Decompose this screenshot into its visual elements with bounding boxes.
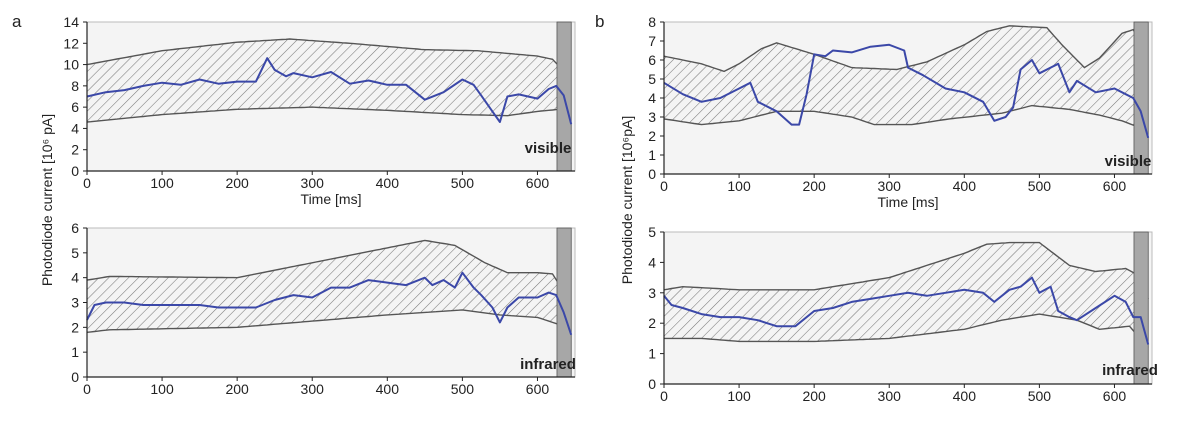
- x-axis-label: Time [ms]: [878, 194, 939, 210]
- band-upper-edge: [663, 241, 1149, 300]
- y-tick-label: 1: [71, 344, 79, 360]
- y-tick-label: 6: [71, 220, 79, 236]
- x-tick-label: 100: [727, 388, 751, 404]
- chart-a-visible: 0 100 200 300 400 500 600 0 2 4 6 8 10 12 14 visible Tim…: [63, 14, 576, 207]
- y-tick-label: 6: [71, 99, 79, 115]
- panel-letter-a: a: [12, 12, 22, 31]
- y-tick-label: 2: [648, 128, 656, 144]
- y-tick-label: 0: [648, 166, 656, 182]
- x-tick-label: 500: [451, 381, 475, 397]
- band-lower-edge: [663, 104, 1146, 140]
- panel-letter-b: b: [595, 12, 604, 31]
- signal-series-line: [86, 57, 573, 125]
- x-tick-label: 0: [660, 178, 668, 194]
- y-tick-label: 12: [63, 35, 79, 51]
- y-tick-label: 1: [648, 346, 656, 362]
- x-axis-label: Time [ms]: [301, 191, 362, 207]
- series-annotation: visible: [525, 140, 572, 157]
- x-tick-label: 300: [301, 175, 325, 191]
- x-tick-label: 500: [451, 175, 475, 191]
- y-tick-label: 2: [71, 319, 79, 335]
- y-tick-label: 2: [648, 315, 656, 331]
- x-tick-label: 400: [376, 175, 400, 191]
- y-tick-label: 0: [648, 376, 656, 392]
- x-tick-label: 600: [1103, 178, 1127, 194]
- tolerance-band: [87, 240, 568, 335]
- y-tick-label: 5: [648, 71, 656, 87]
- y-tick-label: 5: [648, 224, 656, 240]
- signal-series-line: [663, 43, 1150, 139]
- tolerance-band: [87, 39, 568, 130]
- signal-series-line: [663, 276, 1150, 345]
- x-tick-label: 600: [526, 381, 550, 397]
- y-tick-label: 1: [648, 147, 656, 163]
- y-tick-label: 3: [648, 285, 656, 301]
- chart-b-infrared: 0 100 200 300 400 500 600 0 1 2 3 4 5 infrared: [648, 224, 1158, 404]
- x-tick-label: 500: [1028, 388, 1052, 404]
- y-tick-label: 6: [648, 52, 656, 68]
- y-tick-label: 4: [71, 120, 79, 136]
- series-annotation: infrared: [1102, 362, 1158, 379]
- band-lower-edge: [86, 106, 569, 130]
- x-tick-label: 200: [802, 178, 826, 194]
- x-tick-label: 300: [301, 381, 325, 397]
- y-tick-label: 0: [71, 369, 79, 385]
- x-tick-label: 300: [878, 388, 902, 404]
- x-tick-label: 100: [727, 178, 751, 194]
- band-upper-edge: [86, 38, 569, 76]
- series-annotation: visible: [1105, 153, 1152, 170]
- x-tick-label: 0: [660, 388, 668, 404]
- x-tick-label: 200: [802, 388, 826, 404]
- x-tick-label: 0: [83, 175, 91, 191]
- x-tick-label: 500: [1028, 178, 1052, 194]
- y-tick-label: 14: [63, 14, 79, 30]
- y-tick-label: 8: [71, 78, 79, 94]
- band-upper-edge: [663, 25, 1146, 73]
- series-annotation: infrared: [520, 356, 576, 373]
- x-tick-label: 0: [83, 381, 91, 397]
- x-tick-label: 200: [225, 175, 249, 191]
- tolerance-band: [664, 242, 1149, 348]
- end-marker-bar: [1133, 21, 1149, 175]
- signal-series-line: [86, 271, 573, 336]
- y-tick-label: 2: [71, 142, 79, 158]
- chart-a-infrared: 0 100 200 300 400 500 600 0 1 2 3 4 5 6 infrared: [71, 220, 576, 397]
- y-tick-label: 4: [648, 90, 656, 106]
- x-tick-label: 100: [150, 175, 174, 191]
- band-upper-edge: [86, 239, 569, 298]
- y-axis-label-a: Photodiode current [10⁶ pA]: [39, 114, 55, 286]
- chart-b-visible: 0 100 200 300 400 500 600012345678visibleTime …: [648, 14, 1153, 210]
- x-tick-label: 600: [526, 175, 550, 191]
- y-tick-label: 5: [71, 245, 79, 261]
- x-tick-label: 200: [225, 381, 249, 397]
- band-lower-edge: [664, 313, 1149, 348]
- x-tick-label: 400: [953, 388, 977, 404]
- y-tick-label: 0: [71, 163, 79, 179]
- x-tick-label: 400: [376, 381, 400, 397]
- y-tick-label: 10: [63, 57, 79, 73]
- x-tick-label: 600: [1103, 388, 1127, 404]
- y-tick-label: 7: [648, 33, 656, 49]
- y-tick-label: 4: [71, 270, 79, 286]
- x-tick-label: 400: [953, 178, 977, 194]
- x-tick-label: 100: [150, 381, 174, 397]
- y-tick-label: 3: [648, 109, 656, 125]
- y-tick-label: 4: [648, 254, 656, 270]
- y-axis-label-b: Photodiode current [10⁶pA]: [619, 116, 635, 284]
- y-tick-label: 3: [71, 295, 79, 311]
- band-lower-edge: [86, 309, 569, 336]
- y-tick-label: 8: [648, 14, 656, 30]
- x-tick-label: 300: [878, 178, 902, 194]
